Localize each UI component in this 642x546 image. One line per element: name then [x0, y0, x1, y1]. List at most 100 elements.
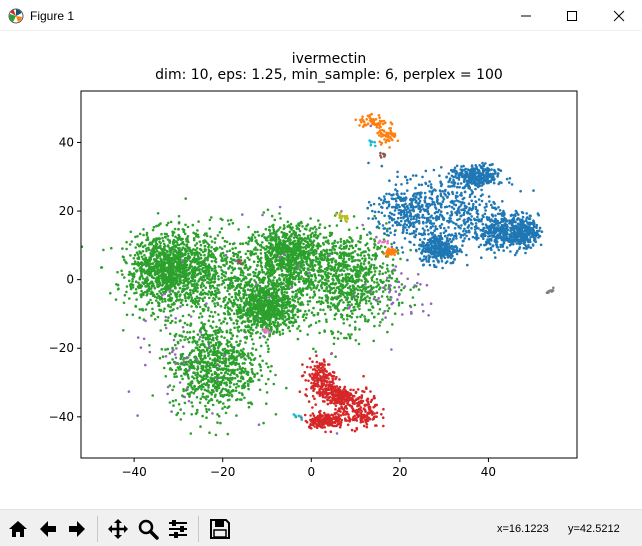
- data-point: [212, 390, 215, 394]
- data-point: [287, 325, 291, 329]
- data-point: [191, 405, 194, 408]
- data-point: [184, 278, 188, 282]
- data-point: [348, 324, 352, 327]
- data-point: [336, 276, 340, 279]
- data-point: [173, 291, 177, 295]
- data-point: [308, 300, 312, 303]
- data-point: [254, 326, 258, 329]
- data-point: [207, 338, 210, 341]
- data-point: [364, 319, 367, 323]
- data-point: [362, 227, 366, 231]
- maximize-button[interactable]: [549, 0, 595, 31]
- data-point: [284, 275, 288, 278]
- data-point: [142, 228, 145, 231]
- data-point: [196, 367, 200, 370]
- data-point: [213, 347, 217, 351]
- data-point: [184, 272, 188, 275]
- figure-canvas[interactable]: ivermectin dim: 10, eps: 1.25, min_sampl…: [0, 31, 642, 509]
- data-point: [214, 237, 217, 241]
- data-point: [347, 247, 351, 251]
- data-point: [166, 234, 170, 238]
- data-point: [285, 318, 288, 321]
- data-point: [379, 320, 382, 324]
- data-point: [331, 331, 335, 335]
- data-point: [261, 281, 265, 285]
- data-point: [277, 266, 280, 270]
- data-point: [198, 264, 202, 268]
- data-point: [367, 254, 371, 257]
- data-point: [309, 286, 312, 289]
- data-point: [196, 229, 199, 232]
- data-point: [301, 225, 304, 228]
- data-point: [261, 241, 264, 244]
- data-point: [199, 253, 203, 257]
- data-point: [175, 292, 179, 296]
- data-point: [259, 332, 263, 335]
- data-point: [121, 247, 124, 250]
- data-point: [266, 250, 269, 254]
- data-point: [228, 307, 232, 310]
- data-point: [338, 274, 341, 277]
- data-point: [175, 278, 178, 282]
- data-point: [359, 262, 363, 265]
- data-point: [211, 320, 215, 324]
- data-point: [237, 228, 240, 231]
- data-point: [196, 365, 200, 368]
- data-point: [215, 325, 218, 329]
- data-point: [306, 274, 310, 277]
- data-point: [311, 266, 314, 270]
- data-point: [244, 241, 248, 245]
- minimize-button[interactable]: [503, 0, 549, 31]
- data-point: [206, 256, 210, 259]
- data-point: [336, 241, 340, 244]
- close-button[interactable]: [596, 0, 642, 31]
- data-point: [224, 271, 227, 274]
- data-point: [170, 299, 173, 302]
- data-point: [239, 353, 242, 357]
- data-point: [176, 243, 179, 246]
- data-point: [198, 247, 202, 251]
- data-point: [409, 288, 412, 292]
- data-point: [220, 259, 223, 262]
- data-point: [186, 257, 190, 260]
- data-point: [256, 263, 259, 267]
- data-point: [346, 263, 350, 267]
- data-point: [297, 274, 300, 278]
- data-point: [328, 224, 331, 228]
- data-point: [232, 355, 235, 358]
- data-point: [197, 269, 201, 272]
- data-point: [315, 244, 318, 248]
- data-point: [221, 218, 224, 222]
- data-point: [181, 394, 184, 398]
- data-point: [271, 257, 275, 260]
- data-point: [224, 364, 227, 368]
- data-point: [132, 267, 136, 270]
- data-point: [150, 249, 153, 252]
- data-point: [274, 373, 277, 377]
- data-point: [212, 383, 215, 387]
- data-point: [205, 368, 209, 371]
- data-point: [176, 261, 179, 265]
- data-point: [175, 375, 178, 378]
- data-point: [189, 324, 192, 327]
- data-point: [290, 234, 293, 238]
- data-point: [246, 354, 250, 358]
- data-point: [209, 341, 213, 344]
- data-point: [271, 238, 275, 242]
- data-point: [188, 384, 192, 387]
- data-point: [170, 297, 174, 300]
- data-point: [241, 393, 244, 397]
- data-point: [190, 386, 194, 389]
- data-point: [317, 257, 320, 261]
- data-point: [395, 277, 399, 281]
- data-point: [259, 365, 262, 369]
- data-point: [175, 241, 179, 244]
- data-point: [373, 267, 376, 270]
- data-point: [151, 228, 155, 232]
- data-point: [332, 267, 335, 271]
- data-point: [190, 279, 194, 283]
- data-point: [315, 236, 318, 239]
- data-point: [216, 335, 219, 338]
- data-point: [192, 339, 196, 342]
- data-point: [281, 332, 285, 335]
